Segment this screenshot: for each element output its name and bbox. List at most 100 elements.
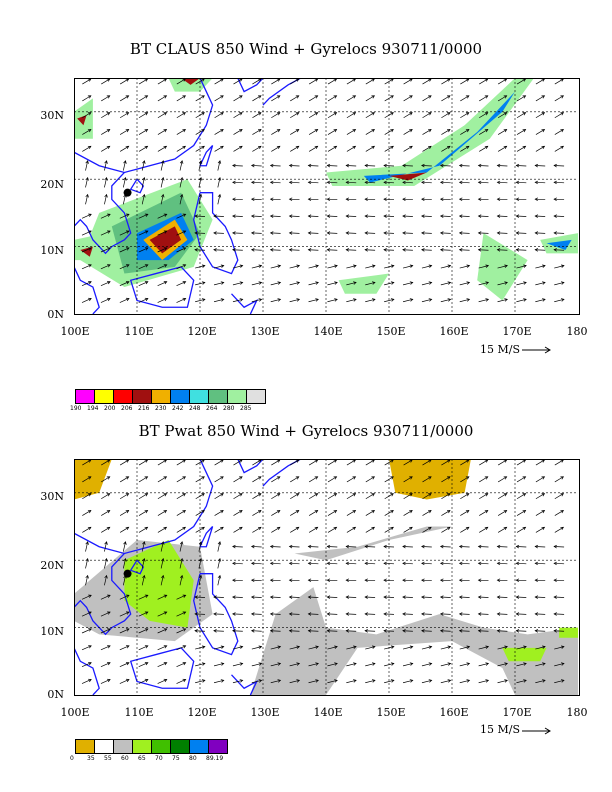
- wind-head: [144, 281, 149, 285]
- wind-head: [220, 510, 224, 514]
- wind-vector: [308, 510, 319, 516]
- wind-vector: [497, 264, 508, 269]
- wind-shaft: [176, 78, 186, 85]
- wind-head: [542, 645, 546, 649]
- wind-shaft: [459, 298, 470, 303]
- wind-shaft: [516, 493, 526, 500]
- wind-shaft: [157, 594, 167, 600]
- legend-label: 280: [223, 405, 235, 412]
- map-canvas-pwat: [74, 459, 578, 695]
- wind-shaft: [141, 575, 145, 586]
- wind-head: [220, 679, 225, 683]
- wind-shaft: [421, 298, 432, 303]
- wind-shaft: [460, 129, 470, 135]
- wind-head: [198, 574, 203, 579]
- lat-label: 30N: [40, 109, 64, 122]
- wind-vector: [119, 78, 130, 85]
- wind-head: [504, 264, 508, 268]
- wind-vector: [157, 247, 168, 253]
- wind-shaft: [308, 526, 318, 533]
- wind-vector: [440, 281, 452, 286]
- wind-vector: [346, 129, 357, 135]
- wind-vector: [535, 526, 546, 533]
- wind-shaft: [176, 281, 186, 287]
- wind-head: [194, 248, 198, 252]
- wind-head: [390, 112, 394, 116]
- wind-shaft: [233, 95, 243, 102]
- wind-head: [390, 526, 394, 531]
- wind-vector: [176, 230, 187, 236]
- wind-head: [106, 95, 111, 99]
- wind-shaft: [119, 645, 130, 651]
- wind-shaft: [122, 160, 126, 171]
- wind-vector: [364, 197, 376, 202]
- wind-shaft: [308, 646, 319, 650]
- wind-shaft: [271, 459, 281, 466]
- wind-shaft: [365, 526, 375, 533]
- wind-vector: [422, 129, 432, 135]
- wind-head: [125, 611, 130, 615]
- wind-head: [125, 297, 130, 302]
- wind-head: [409, 281, 414, 285]
- wind-head: [198, 160, 203, 164]
- wind-vector: [402, 645, 414, 650]
- wind-vector: [138, 459, 149, 466]
- wind-head: [534, 231, 539, 235]
- wind-vector: [479, 476, 489, 483]
- wind-vector: [307, 595, 319, 599]
- map-panel-claus: [74, 78, 580, 314]
- wind-vector: [81, 628, 92, 634]
- wind-vector: [516, 145, 527, 152]
- wind-shaft: [403, 95, 413, 102]
- wind-head: [182, 213, 187, 217]
- wind-vector: [82, 145, 92, 152]
- wind-vector: [441, 95, 451, 102]
- wind-head: [295, 493, 300, 497]
- wind-shaft: [535, 129, 545, 135]
- wind-vector: [232, 578, 243, 583]
- legend-label: 248: [189, 405, 201, 412]
- wind-head: [371, 264, 376, 268]
- wind-head: [353, 679, 357, 683]
- wind-shaft: [535, 526, 545, 533]
- wind-shaft: [195, 663, 205, 667]
- wind-head: [125, 628, 130, 632]
- wind-vector: [459, 264, 471, 269]
- wind-vector: [402, 578, 413, 583]
- wind-vector: [119, 213, 130, 219]
- wind-shaft: [497, 282, 508, 286]
- wind-shaft: [290, 129, 299, 135]
- wind-shaft: [101, 510, 110, 516]
- wind-shaft: [85, 558, 89, 569]
- wind-head: [87, 145, 92, 150]
- wind-vector: [157, 129, 168, 135]
- wind-head: [326, 180, 331, 185]
- wind-head: [541, 526, 546, 531]
- wind-vector: [308, 112, 319, 119]
- wind-vector: [250, 248, 262, 252]
- wind-head: [201, 95, 205, 99]
- wind-vector: [439, 629, 451, 633]
- wind-vector: [232, 248, 243, 252]
- wind-shaft: [119, 662, 130, 668]
- wind-vector: [100, 645, 111, 651]
- wind-head: [421, 214, 425, 218]
- wind-shaft: [535, 476, 545, 483]
- wind-shaft: [441, 459, 451, 466]
- wind-shaft: [198, 177, 202, 188]
- wind-head: [333, 145, 338, 150]
- wind-vector: [516, 476, 527, 483]
- coastline: [129, 647, 195, 689]
- wind-head: [144, 476, 149, 480]
- wind-head: [106, 510, 111, 514]
- lon-label: 120E: [187, 706, 217, 719]
- wind-vector: [271, 476, 281, 483]
- wind-head: [534, 163, 539, 168]
- wind-shaft: [327, 476, 337, 483]
- wind-head: [390, 129, 394, 133]
- wind-shaft: [179, 575, 183, 586]
- wind-vector: [497, 129, 508, 135]
- coastline: [193, 192, 239, 275]
- wind-shaft: [176, 112, 186, 119]
- wind-head: [542, 679, 546, 683]
